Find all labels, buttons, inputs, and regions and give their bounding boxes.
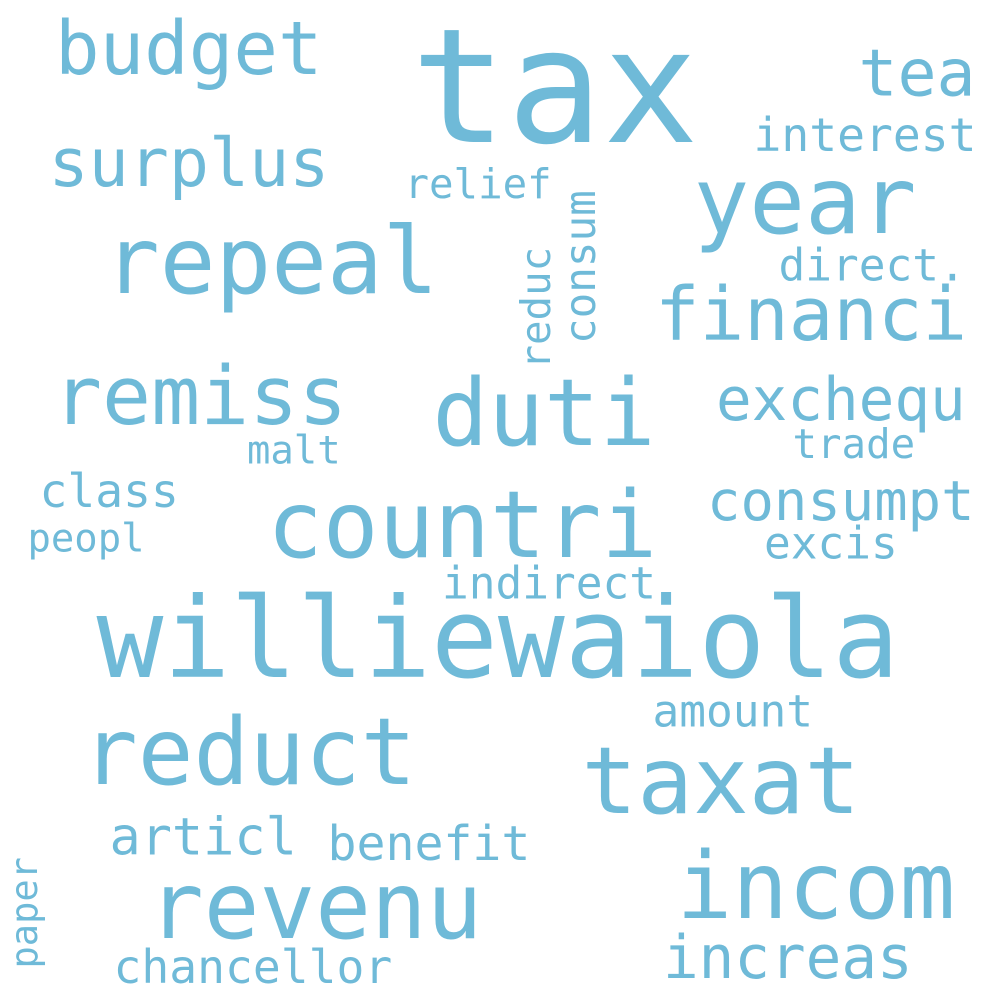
word-class: class <box>39 464 179 518</box>
word-revenu: revenu <box>148 852 483 960</box>
word-trade: trade <box>792 420 916 468</box>
word-benefit: benefit <box>327 816 531 872</box>
word-interest: interest <box>753 108 977 162</box>
word-consum: consum <box>556 190 606 344</box>
word-budget: budget <box>55 6 323 92</box>
word-financi: financi <box>655 272 968 358</box>
word-excis: excis <box>764 518 898 570</box>
word-taxat: taxat <box>581 727 861 835</box>
word-chancellor: chancellor <box>113 940 393 994</box>
word-indirect: indirect <box>442 558 657 610</box>
word-year: year <box>693 147 917 255</box>
word-remiss: remiss <box>53 349 348 444</box>
word-consumpt: consumpt <box>707 469 975 534</box>
word-increas: increas <box>663 923 913 992</box>
word-reduc: reduc <box>512 246 560 370</box>
word-relief: relief <box>404 160 552 208</box>
word-duti: duti <box>432 359 656 467</box>
word-incom: incom <box>676 832 956 940</box>
word-williewaiola: williewaiola <box>96 575 900 704</box>
word-surplus: surplus <box>48 124 330 202</box>
word-reduct: reduct <box>82 698 417 806</box>
word-articl: articl <box>109 807 297 868</box>
word-countri: countri <box>267 471 658 579</box>
word-exchequ: exchequ <box>716 365 966 434</box>
word-amount: amount <box>652 686 814 738</box>
word-malt: malt <box>247 428 341 474</box>
word-direct: direct. <box>778 240 966 292</box>
word-tea: tea <box>858 36 976 112</box>
word-repeal: repeal <box>104 207 439 315</box>
word-paper: paper <box>3 857 46 969</box>
word-peopl: peopl <box>27 516 145 562</box>
word-tax: tax <box>411 0 699 180</box>
